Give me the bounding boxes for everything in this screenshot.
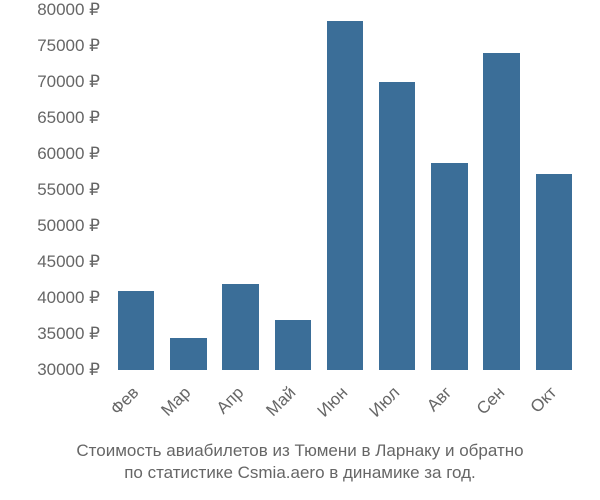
bar: [327, 21, 364, 370]
y-tick-label: 45000 ₽: [0, 252, 100, 272]
y-tick-label: 55000 ₽: [0, 180, 100, 200]
bar: [431, 163, 468, 370]
y-tick-label: 40000 ₽: [0, 288, 100, 308]
y-tick-label: 60000 ₽: [0, 144, 100, 164]
price-chart: 30000 ₽ 35000 ₽ 40000 ₽ 45000 ₽ 50000 ₽ 55000…: [0, 0, 600, 500]
bar: [536, 174, 573, 370]
y-tick-label: 70000 ₽: [0, 72, 100, 92]
bar: [379, 82, 416, 370]
bar: [222, 284, 259, 370]
caption-line-2: по статистике Csmia.aero в динамике за г…: [124, 463, 476, 482]
y-tick-label: 50000 ₽: [0, 216, 100, 236]
y-tick-label: 80000 ₽: [0, 0, 100, 20]
bar: [275, 320, 312, 370]
plot-area: [110, 10, 580, 370]
y-tick-label: 75000 ₽: [0, 36, 100, 56]
y-tick-label: 30000 ₽: [0, 360, 100, 380]
bar: [170, 338, 207, 370]
bar: [483, 53, 520, 370]
caption-line-1: Стоимость авиабилетов из Тюмени в Ларнак…: [76, 441, 523, 460]
y-tick-label: 35000 ₽: [0, 324, 100, 344]
bar: [118, 291, 155, 370]
chart-caption: Стоимость авиабилетов из Тюмени в Ларнак…: [0, 440, 600, 484]
y-tick-label: 65000 ₽: [0, 108, 100, 128]
